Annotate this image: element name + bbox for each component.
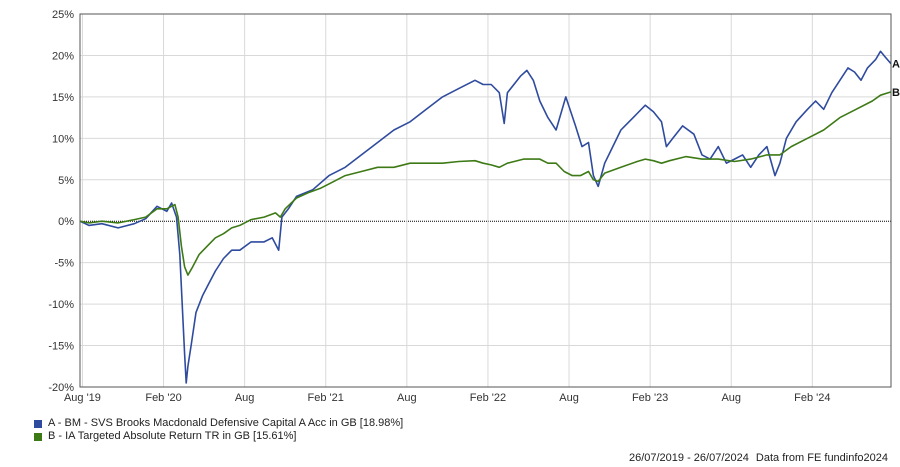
- legend-item-a: A - BM - SVS Brooks Macdonald Defensive …: [34, 417, 403, 430]
- x-tick-label: Aug: [235, 392, 255, 404]
- x-tick-label: Feb '22: [470, 392, 506, 404]
- y-tick-label: -20%: [48, 382, 74, 394]
- y-axis-ticks: 25% 20% 15% 10% 5% 0% -5% -10% -15% -20%: [48, 9, 74, 394]
- series-lines: [79, 50, 892, 384]
- y-tick-label: 10%: [52, 133, 74, 145]
- y-tick-label: 20%: [52, 50, 74, 62]
- plot-frame: [79, 13, 892, 388]
- series-end-label-b: B: [892, 87, 900, 99]
- series-line-b: [79, 91, 892, 276]
- grid-lines: [80, 13, 891, 388]
- series-end-labels: AB: [892, 59, 900, 99]
- y-tick-label: -5%: [54, 258, 74, 270]
- legend-item-b: B - IA Targeted Absolute Return TR in GB…: [34, 430, 403, 443]
- x-tick-label: Aug: [559, 392, 579, 404]
- legend-label-b: B - IA Targeted Absolute Return TR in GB…: [48, 430, 297, 442]
- footer: 26/07/2019 - 26/07/2024 Data from FE fun…: [629, 452, 888, 464]
- x-tick-label: Feb '23: [632, 392, 668, 404]
- y-tick-label: 0%: [58, 216, 74, 228]
- series-end-label-a: A: [892, 59, 900, 71]
- x-axis-ticks: Aug '19 Feb '20 Aug Feb '21 Aug Feb '22 Aug Feb…: [64, 392, 831, 404]
- x-tick-label: Feb '20: [145, 392, 181, 404]
- x-tick-label: Aug '19: [64, 392, 101, 404]
- legend-swatch-a: [34, 419, 42, 428]
- y-tick-label: 15%: [52, 92, 74, 104]
- legend-swatch-b: [34, 432, 42, 441]
- footer-date-range: 26/07/2019 - 26/07/2024: [628, 452, 749, 464]
- performance-chart: 25% 20% 15% 10% 5% 0% -5% -10% -15% -20% Aug '19 F…: [48, 9, 900, 404]
- y-tick-label: -15%: [48, 341, 74, 353]
- legend-label-a: A - BM - SVS Brooks Macdonald Defensive …: [48, 417, 404, 429]
- x-tick-label: Aug: [721, 392, 741, 404]
- x-tick-label: Feb '24: [794, 392, 830, 404]
- y-tick-label: 25%: [52, 9, 74, 21]
- y-tick-label: -10%: [48, 299, 74, 311]
- legend: A - BM - SVS Brooks Macdonald Defensive …: [34, 417, 403, 443]
- y-tick-label: 5%: [58, 175, 74, 187]
- x-tick-label: Feb '21: [308, 392, 344, 404]
- x-tick-label: Aug: [397, 392, 417, 404]
- footer-source: Data from FE fundinfo2024: [755, 452, 888, 464]
- series-line-a: [79, 50, 892, 384]
